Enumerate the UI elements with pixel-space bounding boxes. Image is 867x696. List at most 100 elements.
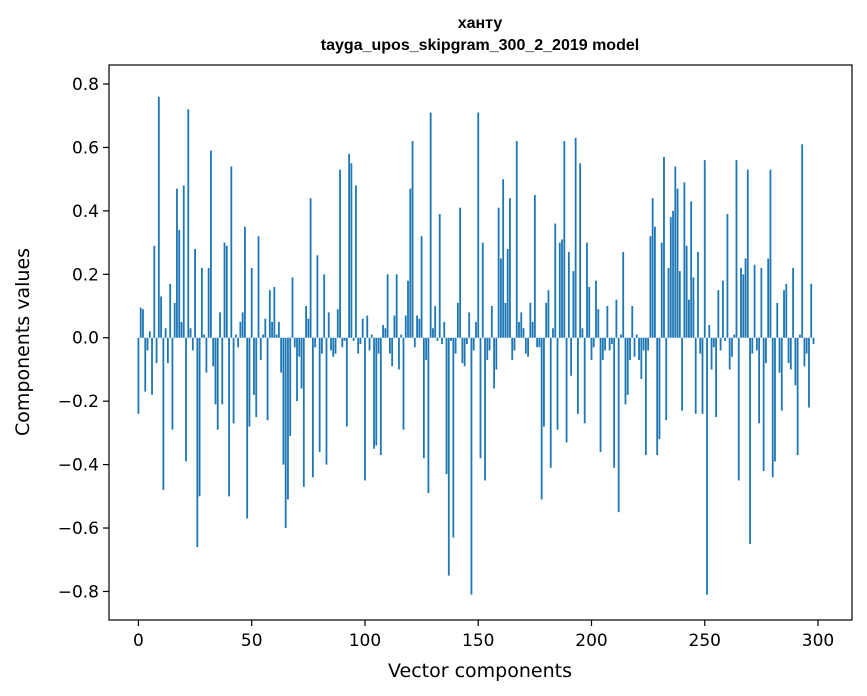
- bar-192: [572, 271, 575, 338]
- bar-58: [268, 290, 271, 338]
- bar-187: [561, 239, 563, 338]
- x-tick-label: 50: [241, 631, 263, 651]
- bar-17: [176, 188, 178, 338]
- bar-233: [665, 337, 668, 421]
- bar-127: [425, 337, 428, 360]
- x-axis-ticks: 0 50 100 150 200 250 300: [133, 620, 834, 651]
- bar-79: [316, 255, 319, 338]
- bar-15: [171, 337, 174, 430]
- bar-159: [497, 207, 500, 338]
- bar-184: [554, 223, 557, 338]
- bar-149: [475, 321, 477, 338]
- y-axis-ticks: −0.8 −0.6 −0.4 −0.2 0.0 0.2 0.4 0.6 0.8: [58, 75, 109, 602]
- bar-108: [382, 325, 384, 338]
- bar-44: [237, 337, 240, 348]
- bar-30: [205, 337, 208, 373]
- bar-287: [787, 337, 790, 364]
- bar-142: [459, 207, 462, 338]
- bar-250: [703, 160, 706, 338]
- bar-16: [173, 302, 176, 338]
- bar-22: [187, 109, 190, 338]
- bar-202: [595, 280, 597, 338]
- bar-144: [463, 337, 466, 367]
- bar-198: [586, 242, 588, 338]
- bar-211: [615, 299, 618, 338]
- bar-291: [796, 337, 799, 456]
- chart-subtitle: tayga_upos_skipgram_300_2_2019 model: [321, 37, 639, 54]
- bar-115: [398, 337, 400, 370]
- bar-212: [617, 337, 620, 513]
- bar-249: [701, 337, 704, 414]
- bar-224: [644, 337, 647, 456]
- bar-161: [502, 179, 505, 338]
- bar-13: [166, 337, 169, 364]
- bar-276: [762, 337, 765, 471]
- bar-246: [694, 337, 697, 414]
- y-tick-label: −0.6: [58, 519, 99, 539]
- bar-114: [395, 274, 398, 338]
- bar-24: [191, 337, 194, 351]
- bar-20: [182, 185, 185, 338]
- bar-205: [601, 337, 604, 360]
- bar-282: [776, 302, 779, 338]
- bar-283: [778, 337, 781, 373]
- bar-185: [556, 337, 559, 430]
- bar-178: [540, 337, 543, 500]
- bar-122: [413, 337, 416, 348]
- bar-294: [803, 337, 806, 367]
- bar-260: [726, 214, 729, 338]
- y-tick-label: 0.6: [72, 138, 99, 158]
- bar-238: [676, 188, 679, 338]
- y-tick-label: 0.2: [72, 265, 99, 285]
- bar-181: [547, 290, 550, 338]
- bar-275: [760, 267, 763, 338]
- bar-85: [330, 337, 332, 351]
- bar-105: [375, 337, 378, 446]
- bar-141: [456, 302, 459, 338]
- bar-59: [271, 321, 273, 338]
- bar-167: [515, 141, 518, 338]
- bar-189: [565, 337, 568, 443]
- bar-241: [683, 182, 686, 338]
- bar-90: [341, 337, 344, 348]
- bar-131: [434, 306, 437, 338]
- bar-176: [536, 337, 539, 348]
- bar-154: [486, 337, 489, 360]
- bar-231: [660, 242, 663, 338]
- bar-278: [767, 258, 770, 338]
- bar-213: [620, 334, 622, 338]
- bar-95: [352, 337, 355, 341]
- bar-173: [529, 302, 532, 338]
- bar-123: [416, 315, 418, 338]
- bar-109: [384, 328, 387, 338]
- bar-61: [275, 334, 278, 338]
- bar-242: [685, 245, 688, 338]
- bar-0: [137, 337, 140, 414]
- bar-256: [717, 290, 720, 338]
- bar-197: [583, 337, 586, 424]
- bar-34: [214, 337, 217, 405]
- bar-132: [436, 337, 439, 341]
- bar-71: [298, 337, 301, 357]
- bar-62: [277, 321, 280, 338]
- bar-101: [366, 315, 369, 338]
- bar-119: [407, 280, 409, 338]
- bar-263: [733, 334, 736, 338]
- bar-230: [658, 337, 661, 440]
- bar-139: [452, 337, 455, 538]
- bar-193: [574, 137, 577, 338]
- bar-206: [604, 337, 606, 351]
- bar-200: [590, 337, 593, 360]
- bar-124: [418, 318, 421, 338]
- bar-269: [746, 169, 749, 338]
- bar-280: [771, 337, 774, 478]
- bar-203: [597, 309, 600, 338]
- bar-247: [697, 252, 699, 338]
- bar-162: [504, 302, 507, 338]
- bar-274: [758, 337, 761, 424]
- bar-10: [160, 296, 162, 338]
- bar-68: [291, 277, 294, 338]
- bar-120: [409, 188, 412, 338]
